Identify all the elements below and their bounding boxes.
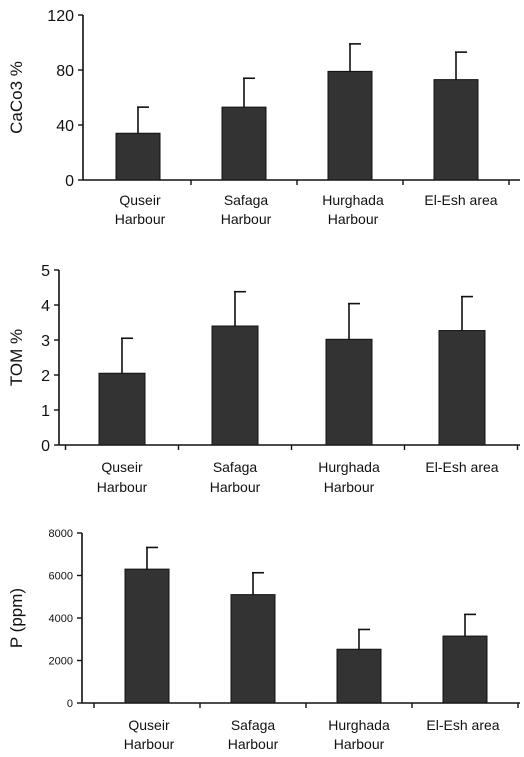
category-label: Safaga Harbour [221,192,272,227]
y-tick-label: 0 [67,698,73,710]
category-label: Hurghada Harbour [318,459,380,495]
y-tick-label: 6000 [49,570,73,582]
category-label-line: Harbour [221,211,272,227]
category-label-line: Harbour [328,211,379,227]
y-tick-label: 2 [41,368,50,385]
category-label: Quseir Harbour [115,192,166,227]
y-tick-label: 0 [41,438,50,455]
bar [211,325,259,446]
category-label: Quseir Harbour [97,459,148,495]
category-label: Hurghada Harbour [322,192,384,227]
category-label-line: Harbour [124,736,175,752]
y-tick-label: 40 [56,118,74,135]
bar [327,70,373,181]
y-tick-label: 1 [41,403,50,420]
bar [115,132,161,181]
category-label-line: El-Esh area [425,459,498,475]
bar [230,594,276,704]
bar [98,372,146,446]
category-label-line: Quseir [119,192,161,208]
category-label-line: Quseir [101,459,143,475]
y-tick-label: 80 [56,63,74,80]
bar [124,568,170,704]
y-tick-label: 0 [65,173,74,190]
category-label-line: Harbour [334,736,385,752]
y-tick-label: 3 [41,333,50,350]
bar [336,648,382,704]
category-label-line: Safaga [224,192,269,208]
category-label-line: Harbour [115,211,166,227]
category-label: El-Esh area [425,459,498,475]
category-label: Safaga Harbour [210,459,261,495]
category-label-line: Harbour [324,479,375,495]
category-label-line: Hurghada [328,717,390,733]
y-tick-label: 120 [47,8,74,25]
bar [221,106,267,181]
category-label-line: Harbour [228,736,279,752]
category-label: El-Esh area [424,192,497,208]
bar [438,330,486,446]
caco3-chart: 0 40 80 120 CaCo3 % Quseir Harbour Safaga Harbou… [7,8,520,227]
y-tick-label: 4000 [49,613,73,625]
category-label-line: Hurghada [318,459,380,475]
category-label-line: El-Esh area [426,717,499,733]
category-label-line: Safaga [231,717,276,733]
category-label-line: Harbour [210,479,261,495]
category-label: Quseir Harbour [124,717,175,752]
category-label: Hurghada Harbour [328,717,390,752]
y-axis-label: P (ppm) [7,588,26,648]
y-tick-label: 2000 [49,655,73,667]
category-label: El-Esh area [426,717,499,733]
bar [325,338,373,446]
y-tick-label: 5 [41,263,50,280]
category-label: Safaga Harbour [228,717,279,752]
category-label-line: Hurghada [322,192,384,208]
y-axis-label: CaCo3 % [7,61,26,134]
bar [433,79,479,181]
category-label-line: Harbour [97,479,148,495]
y-tick-label: 4 [41,298,50,315]
category-label-line: El-Esh area [424,192,497,208]
bar [442,635,488,704]
y-axis-label: TOM % [7,329,26,386]
category-label-line: Quseir [128,717,170,733]
category-label-line: Safaga [213,459,258,475]
y-tick-label: 8000 [49,528,73,540]
